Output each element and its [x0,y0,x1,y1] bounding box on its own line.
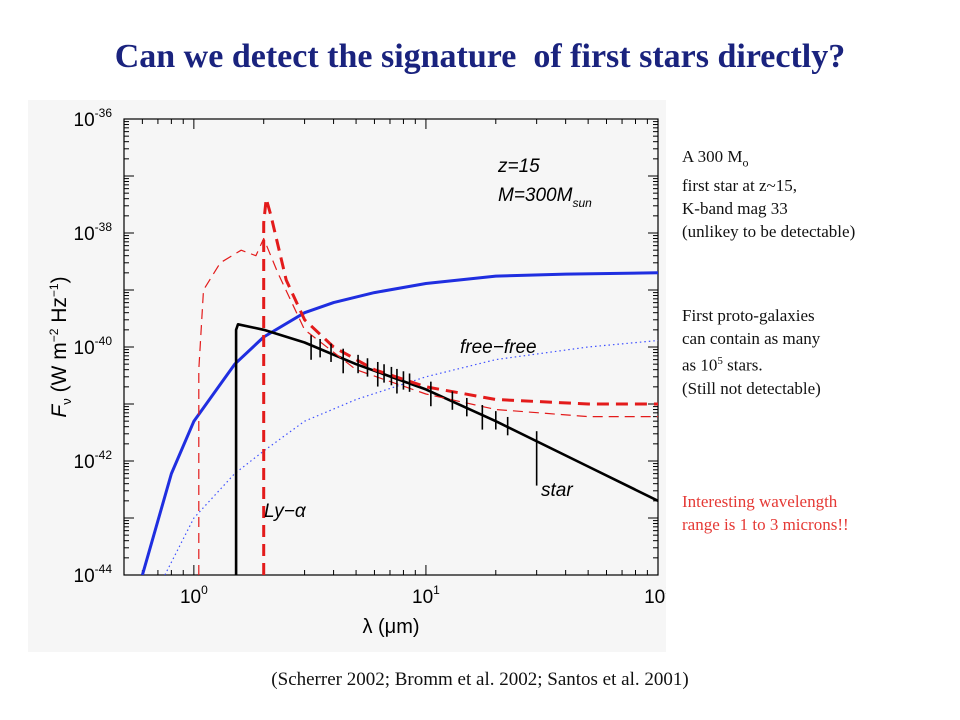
note-proto-line3: as 105 stars. [682,355,763,375]
free-free-label: free−free [460,337,537,358]
note-proto-line4: (Still not detectable) [682,378,821,398]
citation-caption: (Scherrer 2002; Bromm et al. 2002; Santo… [271,669,689,690]
note-first-star-line4: (unlikey to be detectable) [682,222,856,242]
series-red-thin-dashed [198,237,658,575]
note-interesting-line2: range is 1 to 3 microns!! [682,515,849,534]
note-proto-line1: First proto-galaxies [682,306,815,325]
note-first-star-line3: K-band mag 33 [682,199,788,219]
plot-frame [123,118,659,576]
note-first-star: A 300 Mo first star at z~15, K-band mag … [682,145,855,243]
y-tick-label: 10-44 [74,562,113,587]
y-tick-label: 10-40 [74,334,113,359]
note-first-star-line1: A 300 Mo [682,147,749,170]
tick-labels: 100 101 102 10-36 10-38 10-40 10-42 10-44 [74,106,666,608]
series-blue-thick [140,271,658,575]
slide-title: Can we detect the signature of first sta… [114,38,846,75]
series-star-black [234,323,658,575]
chart-panel: 100 101 102 10-36 10-38 10-40 10-42 10-44 λ (μm… [28,100,666,652]
note-proto-line2: can contain as many [682,329,821,348]
x-tick-label: 101 [412,583,440,608]
note-interesting-range: Interesting wavelength range is 1 to 3 m… [682,490,849,536]
x-tick-label: 100 [180,583,208,608]
param-mass-label: M=300Msun [498,185,592,210]
note-interesting-line1: Interesting wavelength [682,492,838,511]
y-tick-label: 10-36 [74,106,113,131]
y-tick-label: 10-42 [74,448,113,473]
x-axis-label: λ (μm) [362,616,419,638]
ly-alpha-label: Ly−α [264,501,307,522]
series-blue-dotted [164,339,658,575]
y-axis-label: Fν (W m−2 Hz−1) [47,276,74,417]
chart-figure: 100 101 102 10-36 10-38 10-40 10-42 10-44 λ (μm… [47,106,666,638]
star-curve-label: star [541,480,573,501]
axis-ticks [123,118,659,576]
y-tick-label: 10-38 [74,220,113,245]
note-first-star-line2: first star at z~15, [682,176,797,196]
x-tick-label: 102 [644,583,666,608]
series-red-thick-dashed [262,197,658,575]
param-z-label: z=15 [497,156,540,177]
note-proto-galaxies: First proto-galaxies can contain as many… [682,304,821,400]
series-layer [140,197,658,575]
